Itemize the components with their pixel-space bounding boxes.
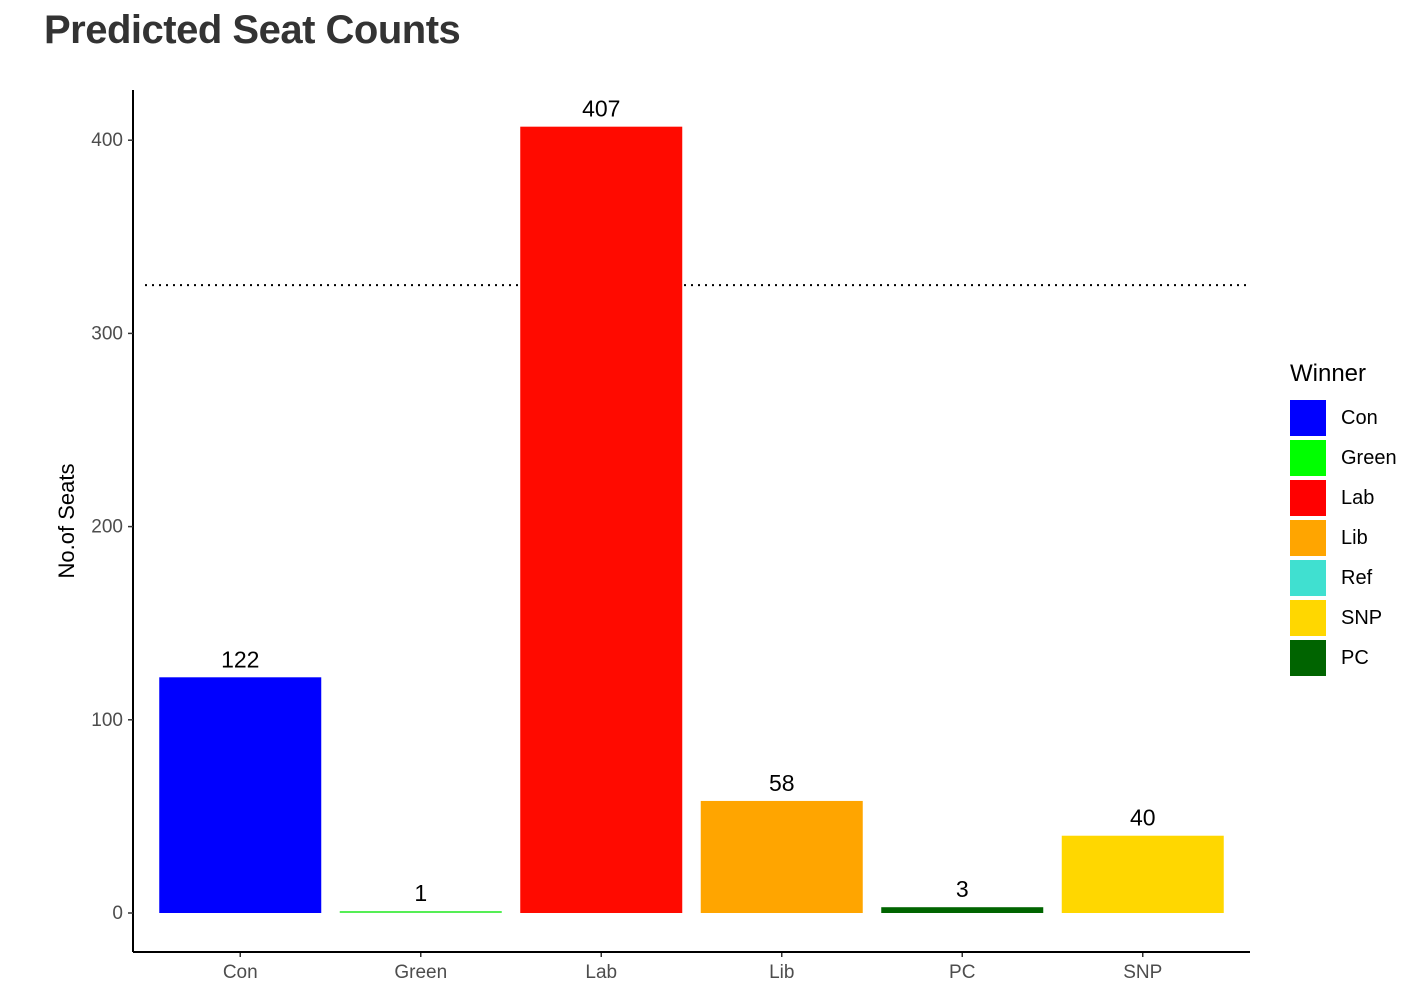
legend-title: Winner xyxy=(1290,360,1367,387)
bar-con xyxy=(159,677,322,913)
y-tick-label-400: 400 xyxy=(91,130,123,151)
legend-item-snp: SNP xyxy=(1290,598,1420,638)
legend-swatch xyxy=(1290,480,1326,516)
legend-label: Lab xyxy=(1341,486,1375,509)
bar-pc xyxy=(881,907,1044,913)
legend-item-ref: Ref xyxy=(1290,558,1420,598)
legend-label: PC xyxy=(1341,646,1369,669)
bar-value-label-snp: 40 xyxy=(1130,805,1156,831)
bar-value-label-green: 1 xyxy=(414,880,427,906)
bar-value-label-pc: 3 xyxy=(956,876,969,902)
bar-lib xyxy=(700,800,863,913)
y-axis-title: No.of Seats xyxy=(54,464,79,579)
legend-item-con: Con xyxy=(1290,398,1420,438)
legend-swatch xyxy=(1290,440,1326,476)
x-tick-label-pc: PC xyxy=(949,962,975,982)
legend-label: Lib xyxy=(1341,526,1368,549)
legend-label: Con xyxy=(1341,406,1378,429)
bar-value-label-con: 122 xyxy=(221,646,259,672)
x-tick-label-lab: Lab xyxy=(585,962,617,982)
legend-label: Ref xyxy=(1341,566,1373,589)
legend-label: SNP xyxy=(1341,606,1383,629)
legend-swatch xyxy=(1290,520,1326,556)
page-title: Predicted Seat Counts xyxy=(44,8,461,52)
y-tick-label-200: 200 xyxy=(91,517,123,538)
bar-snp xyxy=(1061,835,1224,913)
legend-items: Con Green Lab Lib Ref SNP PC xyxy=(1290,398,1420,678)
x-tick-label-con: Con xyxy=(223,962,258,982)
legend-swatch xyxy=(1290,400,1326,436)
y-tick-label-300: 300 xyxy=(91,323,123,344)
legend-swatch xyxy=(1290,640,1326,676)
legend-item-lab: Lab xyxy=(1290,478,1420,518)
bar-value-label-lib: 58 xyxy=(769,770,795,796)
legend-item-green: Green xyxy=(1290,438,1420,478)
legend-label: Green xyxy=(1341,446,1397,469)
x-tick-label-lib: Lib xyxy=(769,962,794,982)
y-tick-label-0: 0 xyxy=(112,903,123,924)
bar-value-label-lab: 407 xyxy=(582,96,620,122)
x-tick-label-green: Green xyxy=(394,962,447,982)
legend-item-pc: PC xyxy=(1290,638,1420,678)
x-tick-label-snp: SNP xyxy=(1123,962,1162,982)
bar-green xyxy=(339,911,502,913)
legend: Winner Con Green Lab Lib Ref SNP PC xyxy=(1290,360,1420,678)
legend-swatch xyxy=(1290,560,1326,596)
legend-swatch xyxy=(1290,600,1326,636)
bar-lab xyxy=(520,126,683,913)
legend-item-lib: Lib xyxy=(1290,518,1420,558)
y-tick-label-100: 100 xyxy=(91,710,123,731)
